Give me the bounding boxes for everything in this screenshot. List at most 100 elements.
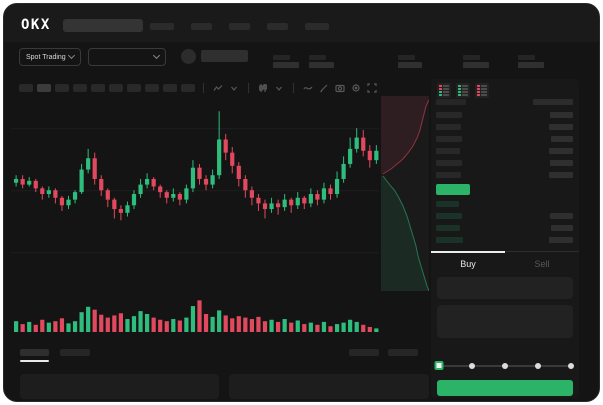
- book-icon-dot: [458, 88, 461, 90]
- chevron-down-icon[interactable]: [273, 82, 285, 94]
- fullscreen-icon[interactable]: [366, 82, 378, 94]
- nav-item-3[interactable]: [267, 23, 288, 30]
- depth-overlay: [381, 96, 430, 292]
- market-type-label: Spot Trading: [26, 53, 66, 61]
- okx-logo[interactable]: OKX: [21, 17, 51, 33]
- tab-sell[interactable]: Sell: [534, 259, 550, 269]
- orderbook-ask-row[interactable]: [436, 112, 573, 118]
- book-icon-row: [439, 85, 449, 87]
- orderbook-ask-row[interactable]: [436, 148, 573, 154]
- orderbook-ask-row[interactable]: [436, 124, 573, 130]
- stat-value-placeholder: [463, 62, 489, 68]
- timeframe-button-1[interactable]: [37, 84, 51, 92]
- book-icon-line: [462, 91, 468, 93]
- tab-buy[interactable]: Buy: [460, 259, 476, 269]
- candlestick-chart[interactable]: [11, 96, 379, 294]
- slider-stop-2[interactable]: [502, 363, 508, 369]
- amount-input[interactable]: [437, 305, 573, 338]
- search-input[interactable]: [63, 19, 143, 32]
- bottom-link-1[interactable]: [388, 349, 418, 356]
- price-placeholder: [436, 112, 462, 118]
- trade-tabs: Buy Sell: [431, 251, 579, 274]
- orderbook-bid-row[interactable]: [436, 201, 573, 207]
- price-input[interactable]: [437, 277, 573, 299]
- book-icon-row: [458, 85, 468, 87]
- book-icon-line: [462, 94, 468, 96]
- timeframe-button-2[interactable]: [55, 84, 69, 92]
- timeframe-button-5[interactable]: [109, 84, 123, 92]
- book-icon-dot: [439, 94, 442, 96]
- candle-style-icon[interactable]: [257, 82, 269, 94]
- bottom-link-0[interactable]: [349, 349, 379, 356]
- book-icon-line: [481, 91, 487, 93]
- slider-stop-4[interactable]: [568, 363, 574, 369]
- price-placeholder: [436, 160, 462, 166]
- book-icon-line: [443, 91, 449, 93]
- price-placeholder: [436, 225, 460, 231]
- timeframe-button-7[interactable]: [145, 84, 159, 92]
- price-placeholder: [436, 213, 462, 219]
- bottom-tab-1[interactable]: [60, 349, 90, 356]
- indicator-icon[interactable]: [212, 82, 224, 94]
- orderbook-bid-row[interactable]: [436, 237, 573, 243]
- book-icon-dot: [439, 91, 442, 93]
- pair-name-placeholder: [201, 50, 248, 62]
- pair-selector-dropdown[interactable]: [88, 48, 166, 66]
- orderbook-ask-row[interactable]: [436, 160, 573, 166]
- slider-stop-1[interactable]: [469, 363, 475, 369]
- stat-label-placeholder: [309, 55, 326, 60]
- book-asks-icon[interactable]: [475, 83, 489, 98]
- book-icon-row: [439, 88, 449, 90]
- price-placeholder: [436, 136, 462, 142]
- ticker-stat-1: [309, 55, 334, 68]
- timeframe-button-6[interactable]: [127, 84, 141, 92]
- nav-item-2[interactable]: [229, 23, 250, 30]
- orderbook-bid-row[interactable]: [436, 213, 573, 219]
- stat-value-placeholder: [398, 62, 422, 68]
- bottom-tab-0[interactable]: [20, 349, 49, 356]
- orderbook-ask-row[interactable]: [436, 136, 573, 142]
- book-icon-dot: [439, 85, 442, 87]
- camera-icon[interactable]: [334, 82, 346, 94]
- market-type-dropdown[interactable]: Spot Trading: [19, 48, 81, 66]
- book-bids-icon[interactable]: [456, 83, 470, 98]
- book-icon-dot: [477, 88, 480, 90]
- price-placeholder: [436, 201, 459, 207]
- timeframe-button-4[interactable]: [91, 84, 105, 92]
- slider-stop-3[interactable]: [535, 363, 541, 369]
- draw-tool-icon[interactable]: [318, 82, 330, 94]
- settings-icon[interactable]: [350, 82, 362, 94]
- book-icon-line: [481, 94, 487, 96]
- chevron-down-icon[interactable]: [228, 82, 240, 94]
- nav-item-0[interactable]: [150, 23, 174, 30]
- amount-slider[interactable]: [434, 360, 574, 372]
- timeframe-button-0[interactable]: [19, 84, 33, 92]
- slider-handle[interactable]: [434, 361, 444, 370]
- timeframe-button-8[interactable]: [163, 84, 177, 92]
- bottom-panel-0: [20, 374, 219, 399]
- timeframe-button-9[interactable]: [181, 84, 195, 92]
- ticker-stat-2: [398, 55, 422, 68]
- book-icon-row: [477, 94, 487, 96]
- buy-button[interactable]: [437, 380, 573, 396]
- bottom-panel-1: [229, 374, 429, 399]
- toolbar-divider: [248, 83, 249, 93]
- timeframe-button-3[interactable]: [73, 84, 87, 92]
- book-icon-row: [458, 94, 468, 96]
- line-tool-icon[interactable]: [302, 82, 314, 94]
- volume-chart[interactable]: [11, 294, 379, 332]
- nav-item-4[interactable]: [305, 23, 329, 30]
- orderbook-ask-row[interactable]: [436, 172, 573, 178]
- amount-placeholder: [549, 237, 573, 243]
- book-icon-row: [458, 88, 468, 90]
- toolbar-divider: [293, 83, 294, 93]
- toolbar-divider: [203, 83, 204, 93]
- nav-item-1[interactable]: [191, 23, 212, 30]
- amount-placeholder: [550, 160, 573, 166]
- stat-value-placeholder: [273, 62, 299, 68]
- last-price-bar[interactable]: [436, 184, 470, 195]
- price-placeholder: [436, 172, 461, 178]
- depth-chart: [381, 96, 430, 292]
- orderbook-bid-row[interactable]: [436, 225, 573, 231]
- book-both-icon[interactable]: [437, 83, 451, 98]
